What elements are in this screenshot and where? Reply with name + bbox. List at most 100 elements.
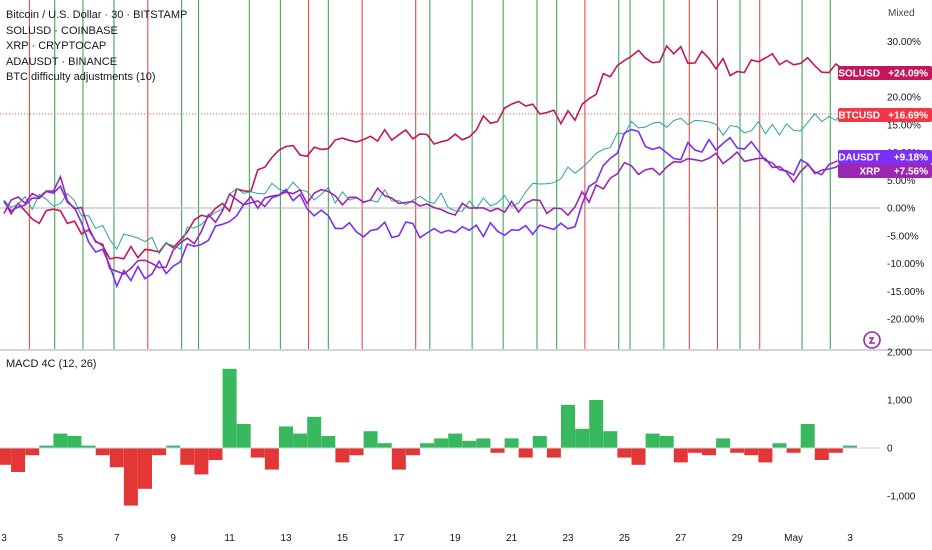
time-axis-tick: 5 — [58, 533, 64, 544]
time-axis-tick: 7 — [114, 533, 120, 544]
macd-bar — [11, 448, 26, 472]
badge-adausdt — [838, 150, 932, 164]
macd-bar — [490, 448, 505, 453]
difficulty-adjustment-markers — [28, 0, 831, 350]
macd-bar — [0, 448, 11, 465]
scale-mode-label[interactable]: Mixed — [888, 8, 915, 19]
time-axis-tick: May — [784, 533, 803, 544]
macd-bar — [377, 443, 392, 448]
macd-bar — [603, 431, 618, 448]
macd-bar — [123, 448, 138, 506]
price-axis[interactable]: 30.00%25.00%20.00%15.00%10.00%5.00%0.00%… — [887, 37, 924, 326]
macd-bar — [631, 448, 646, 465]
macd-bar — [561, 404, 575, 448]
macd-bar — [800, 424, 815, 448]
time-axis-tick: 19 — [450, 533, 462, 544]
series-line-adausdt — [3, 128, 851, 289]
macd-bar — [279, 426, 293, 448]
badge-symbol-btcusd: BTCUSD — [838, 111, 880, 122]
macd-bar — [67, 436, 82, 448]
macd-bar — [434, 438, 449, 448]
macd-bar — [476, 438, 491, 448]
macd-bar — [391, 448, 406, 470]
macd-bar — [166, 445, 181, 448]
macd-bar — [504, 438, 519, 448]
macd-bar — [25, 448, 40, 456]
macd-bar — [843, 445, 857, 448]
macd-axis-tick: 0 — [887, 444, 893, 455]
macd-bar — [814, 448, 829, 460]
badge-btcusd — [838, 108, 932, 122]
macd-bar — [208, 448, 223, 460]
macd-bar — [335, 448, 350, 463]
macd-bar — [138, 448, 152, 489]
macd-bar — [363, 431, 378, 448]
macd-indicator-label[interactable]: MACD 4C (12, 26) — [6, 358, 97, 370]
series-line-xrp — [3, 150, 851, 276]
macd-axis-tick: 2,000 — [887, 348, 912, 359]
legend-main-symbol[interactable]: Bitcoin / U.S. Dollar · 30 · BITSTAMP — [6, 9, 188, 21]
time-axis-tick: 9 — [170, 533, 176, 544]
macd-bar — [575, 428, 590, 448]
macd-bar — [730, 448, 745, 453]
price-axis-tick: -10.00% — [887, 259, 924, 270]
macd-bar — [532, 436, 547, 448]
macd-bar — [81, 445, 96, 448]
macd-bar — [702, 448, 716, 456]
macd-axis[interactable]: 2,000 1,000 0 -1,000 — [887, 348, 916, 503]
price-axis-tick: 15.00% — [887, 120, 921, 131]
badge-value-xrp: +7.56% — [894, 167, 928, 178]
macd-bar — [180, 448, 195, 465]
time-axis-tick: 3 — [1, 533, 7, 544]
legend-sol[interactable]: SOLUSD · COINBASE — [6, 24, 118, 37]
macd-bar — [349, 448, 364, 456]
macd-bar — [589, 400, 604, 448]
macd-bar — [786, 448, 801, 453]
macd-bar — [293, 433, 308, 448]
macd-bar — [448, 433, 463, 448]
macd-bar — [772, 443, 787, 448]
time-axis-tick: 23 — [562, 533, 574, 544]
time-axis-tick: 13 — [280, 533, 292, 544]
macd-axis-tick: -1,000 — [887, 492, 916, 503]
legend-xrp[interactable]: XRP · CRYPTOCAP — [6, 40, 107, 52]
macd-bar — [39, 445, 54, 448]
macd-bar — [405, 448, 420, 456]
time-axis-tick: 15 — [337, 533, 349, 544]
badge-symbol-solusd: SOLUSD — [838, 69, 880, 80]
macd-bar — [321, 436, 336, 448]
chart-legend: Bitcoin / U.S. Dollar · 30 · BITSTAMP SO… — [6, 8, 187, 86]
time-axis[interactable]: 3 5 7 9 11 13 15 17 19 21 23 25 27 29 May 3 — [1, 533, 853, 544]
macd-axis-tick: 1,000 — [887, 396, 912, 407]
series-line-solusd — [3, 44, 851, 260]
macd-bar — [687, 448, 702, 453]
price-series — [3, 44, 851, 289]
time-axis-tick: 11 — [224, 533, 235, 544]
badge-value-solusd: +24.09% — [888, 69, 928, 80]
badge-value-adausdt: +9.18% — [894, 153, 928, 164]
legend-difficulty-adjustments[interactable]: BTC difficulty adjustments (10) — [6, 71, 156, 83]
price-axis-tick: -15.00% — [887, 287, 924, 298]
macd-bar — [744, 448, 759, 456]
badge-solusd — [838, 66, 932, 80]
macd-bar — [236, 424, 251, 448]
price-axis-tick: 20.00% — [887, 93, 921, 104]
macd-histogram — [0, 368, 857, 506]
badge-symbol-adausdt: ADAUSDT — [831, 153, 880, 164]
price-axis-tick: 30.00% — [887, 37, 921, 48]
series-line-btcusd — [3, 110, 851, 255]
time-axis-tick: 25 — [619, 533, 631, 544]
price-axis-tick: 0.00% — [887, 204, 915, 215]
macd-bar — [518, 448, 533, 458]
legend-ada[interactable]: ADAUSDT · BINANCE — [6, 55, 118, 68]
tradingview-logo-icon[interactable] — [863, 331, 881, 349]
price-axis-tick: -20.00% — [887, 315, 924, 326]
macd-bar — [716, 438, 731, 448]
macd-bar — [828, 448, 843, 453]
badge-xrp — [838, 164, 932, 178]
badge-value-btcusd: +16.69% — [888, 111, 928, 122]
macd-bar — [462, 440, 477, 448]
time-axis-tick: 29 — [732, 533, 744, 544]
badge-symbol-xrp: XRP — [859, 167, 880, 178]
